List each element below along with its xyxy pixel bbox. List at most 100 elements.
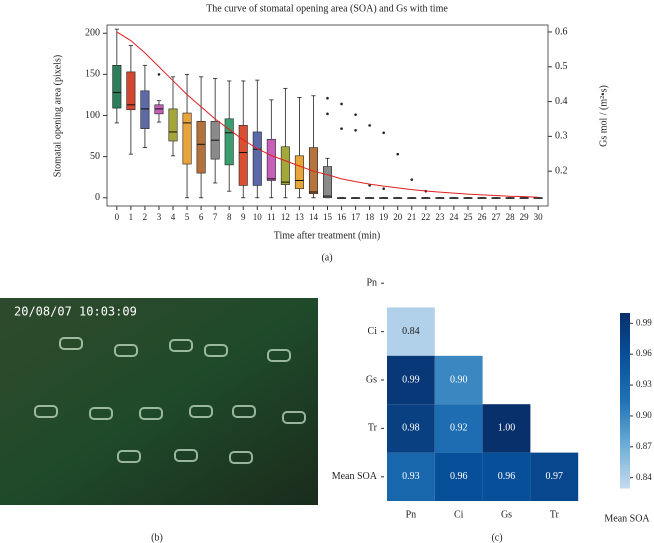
column-label: Pn: [406, 509, 417, 520]
box: [126, 71, 136, 111]
colorbar-segment: [620, 353, 630, 358]
heat-cell: [387, 355, 435, 405]
y-axis-label: Stomatal opening area (pixels): [52, 55, 63, 177]
colorbar-segment: [620, 324, 630, 329]
x-tick-label: 11: [267, 212, 276, 222]
cell-label: 0.97: [546, 471, 564, 482]
colorbar-segment: [620, 470, 630, 474]
outlier: [326, 96, 329, 100]
x-axis-label: Time after treatment (min): [274, 230, 381, 241]
colorbar-segment: [620, 368, 630, 372]
x-tick-label: 30: [534, 212, 544, 222]
box: [196, 120, 206, 174]
colorbar-segment: [620, 482, 630, 486]
row-label: Ci: [368, 326, 378, 337]
colorbar-segment: [620, 348, 630, 352]
colorbar-tick-label: 0.96: [636, 348, 652, 358]
box: [168, 108, 178, 142]
cell-label: 0.96: [498, 471, 516, 482]
timestamp: 20/08/07 10:03:09: [14, 305, 137, 319]
x-tick-label: 27: [492, 212, 502, 222]
colorbar-segment: [620, 415, 630, 419]
colorbar-segment: [620, 315, 630, 320]
colorbar-segment: [620, 327, 630, 331]
colorbar-segment: [620, 394, 630, 399]
colorbar-segment: [620, 435, 630, 439]
row-label: Pn: [366, 277, 377, 288]
y-tick-label: 100: [85, 110, 100, 121]
heat-cell: [434, 404, 483, 453]
colorbar-segment: [620, 321, 630, 326]
y2-tick-label: 0.5: [555, 61, 568, 72]
x-tick-label: 2: [143, 212, 148, 222]
colorbar-segment: [620, 403, 630, 407]
colorbar-segment: [620, 447, 630, 451]
colorbar-segment: [620, 313, 630, 317]
colorbar-segment: [620, 330, 630, 334]
x-tick-label: 25: [463, 212, 473, 222]
colorbar-segment: [620, 333, 630, 337]
x-tick-label: 9: [241, 212, 246, 222]
box: [224, 118, 234, 166]
colorbar-segment: [620, 400, 630, 404]
y2-axis-label: Gs mol / (m²•s): [598, 85, 609, 147]
colorbar-segment: [620, 342, 630, 346]
box: [252, 131, 262, 186]
colorbar-segment: [620, 380, 630, 384]
x-tick-label: 23: [435, 212, 445, 222]
colorbar-segment: [620, 420, 630, 425]
x-tick-label: 15: [323, 212, 333, 222]
colorbar-segment: [620, 467, 630, 471]
colorbar-segment: [620, 485, 630, 489]
colorbar-segment: [620, 412, 630, 416]
colorbar-segment: [620, 374, 630, 378]
heat-cell: [482, 404, 531, 453]
x-tick-label: 19: [379, 212, 389, 222]
box: [322, 166, 333, 199]
x-tick-label: 14: [309, 212, 319, 222]
y2-tick-label: 0.2: [555, 165, 568, 176]
column-label: Ci: [454, 509, 464, 520]
colorbar-segment: [620, 391, 630, 396]
outlier: [382, 187, 385, 191]
box: [294, 155, 304, 190]
column-label: Tr: [550, 509, 560, 520]
x-tick-label: 20: [393, 212, 403, 222]
heat-cell: [530, 452, 579, 501]
outlier: [410, 178, 414, 181]
outlier: [354, 129, 357, 132]
panel-label: (a): [321, 252, 332, 263]
colorbar-segment: [620, 365, 630, 369]
outlier: [340, 127, 343, 130]
chart-title: The curve of stomatal opening area (SOA)…: [206, 3, 448, 14]
row-label: Mean SOA: [332, 471, 378, 482]
x-tick-label: 10: [253, 212, 263, 222]
x-tick-label: 28: [506, 212, 516, 222]
cell-label: 0.96: [450, 471, 468, 482]
cell-label: 0.90: [450, 374, 468, 385]
box: [140, 90, 150, 129]
colorbar-segment: [620, 458, 630, 463]
x-tick-label: 8: [227, 212, 232, 222]
x-tick-label: 18: [365, 212, 375, 222]
x-tick-label: 16: [337, 212, 347, 222]
box: [182, 112, 192, 165]
colorbar-segment: [620, 362, 630, 366]
x-tick-label: 13: [295, 212, 305, 222]
colorbar-segment: [620, 383, 630, 387]
colorbar-segment: [620, 377, 630, 381]
heat-cell: [387, 404, 435, 453]
colorbar-segment: [620, 444, 630, 448]
colorbar-segment: [620, 453, 630, 457]
x-tick-label: 0: [115, 212, 120, 222]
colorbar-segment: [620, 409, 630, 413]
cell-label: 0.99: [402, 374, 420, 385]
colorbar-segment: [620, 388, 630, 393]
y-tick-label: 0: [95, 192, 100, 203]
colorbar-segment: [620, 336, 630, 340]
colorbar-segment: [620, 438, 630, 442]
box: [280, 146, 290, 185]
heat-cell: [434, 452, 483, 501]
colorbar-segment: [620, 385, 630, 390]
x-tick-label: 3: [157, 212, 162, 222]
